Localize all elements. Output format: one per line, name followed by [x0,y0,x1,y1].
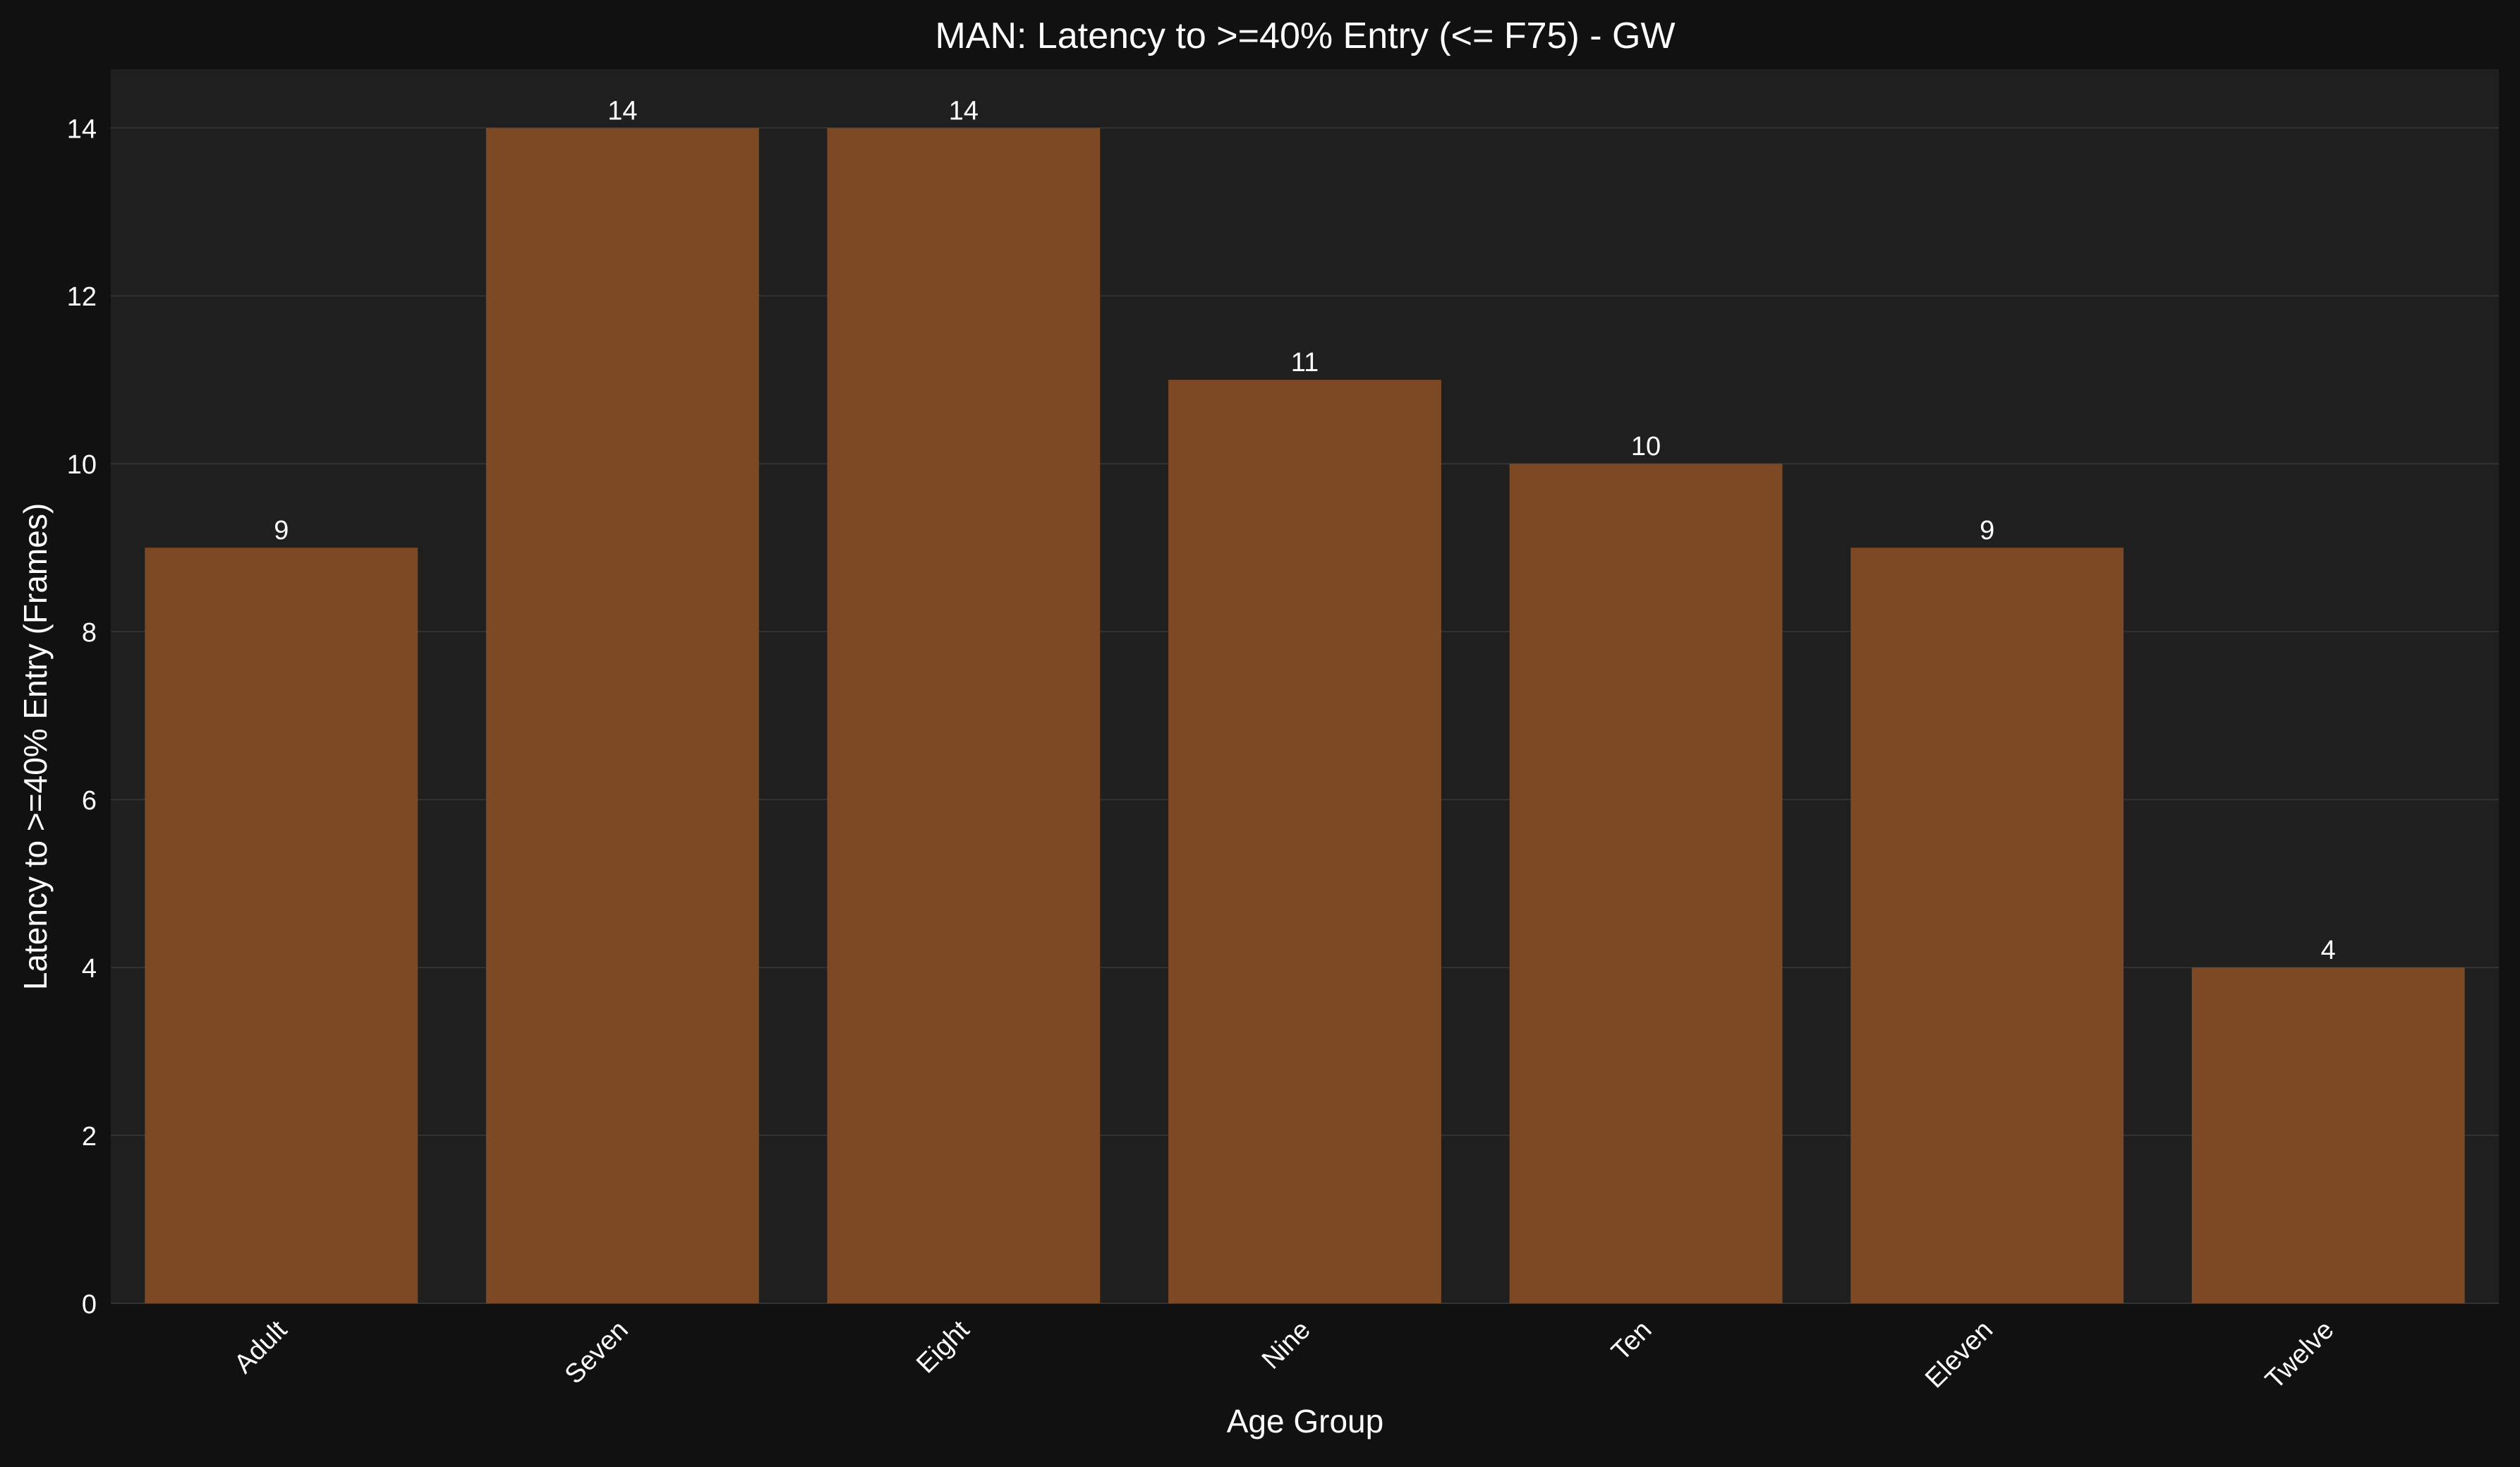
chart-title: MAN: Latency to >=40% Entry (<= F75) - G… [935,16,1675,56]
y-tick-label: 0 [82,1290,97,1320]
x-tick-label: Ten [1606,1315,1657,1367]
x-tick-label: Adult [229,1315,293,1379]
data-label: 9 [274,516,289,545]
x-axis-label: Age Group [1227,1403,1383,1439]
data-labels: 9 14 14 11 10 9 4 [274,96,2336,965]
bar-seven [485,128,759,1303]
y-axis-ticks: 0 2 4 6 8 10 12 14 [67,114,97,1320]
x-tick-label: Nine [1256,1315,1316,1375]
y-tick-label: 6 [82,786,97,816]
y-tick-label: 12 [67,282,97,312]
y-tick-label: 4 [82,954,97,984]
bars [145,128,2465,1304]
bar-eight [827,128,1101,1303]
bar-twelve [2191,967,2465,1303]
bar-eleven [1850,548,2124,1304]
y-tick-label: 14 [67,114,97,144]
y-tick-label: 10 [67,450,97,480]
data-label: 14 [607,96,637,126]
bar-ten [1509,464,1783,1303]
x-tick-label: Eight [911,1315,975,1379]
y-tick-label: 2 [82,1122,97,1152]
x-tick-label: Twelve [2260,1315,2339,1395]
data-label: 14 [949,96,979,126]
bar-nine [1168,380,1441,1303]
data-label: 4 [2321,936,2336,965]
y-axis-label: Latency to >=40% Entry (Frames) [17,503,54,990]
x-tick-label: Eleven [1920,1315,1999,1394]
y-tick-label: 8 [82,618,97,648]
bar-adult [145,548,418,1304]
data-label: 11 [1291,348,1319,378]
x-tick-label: Seven [559,1315,634,1390]
data-label: 9 [1980,516,1994,545]
x-axis-ticks: Adult Seven Eight Nine Ten Eleven Twelve [229,1315,2339,1395]
data-label: 10 [1631,432,1661,461]
